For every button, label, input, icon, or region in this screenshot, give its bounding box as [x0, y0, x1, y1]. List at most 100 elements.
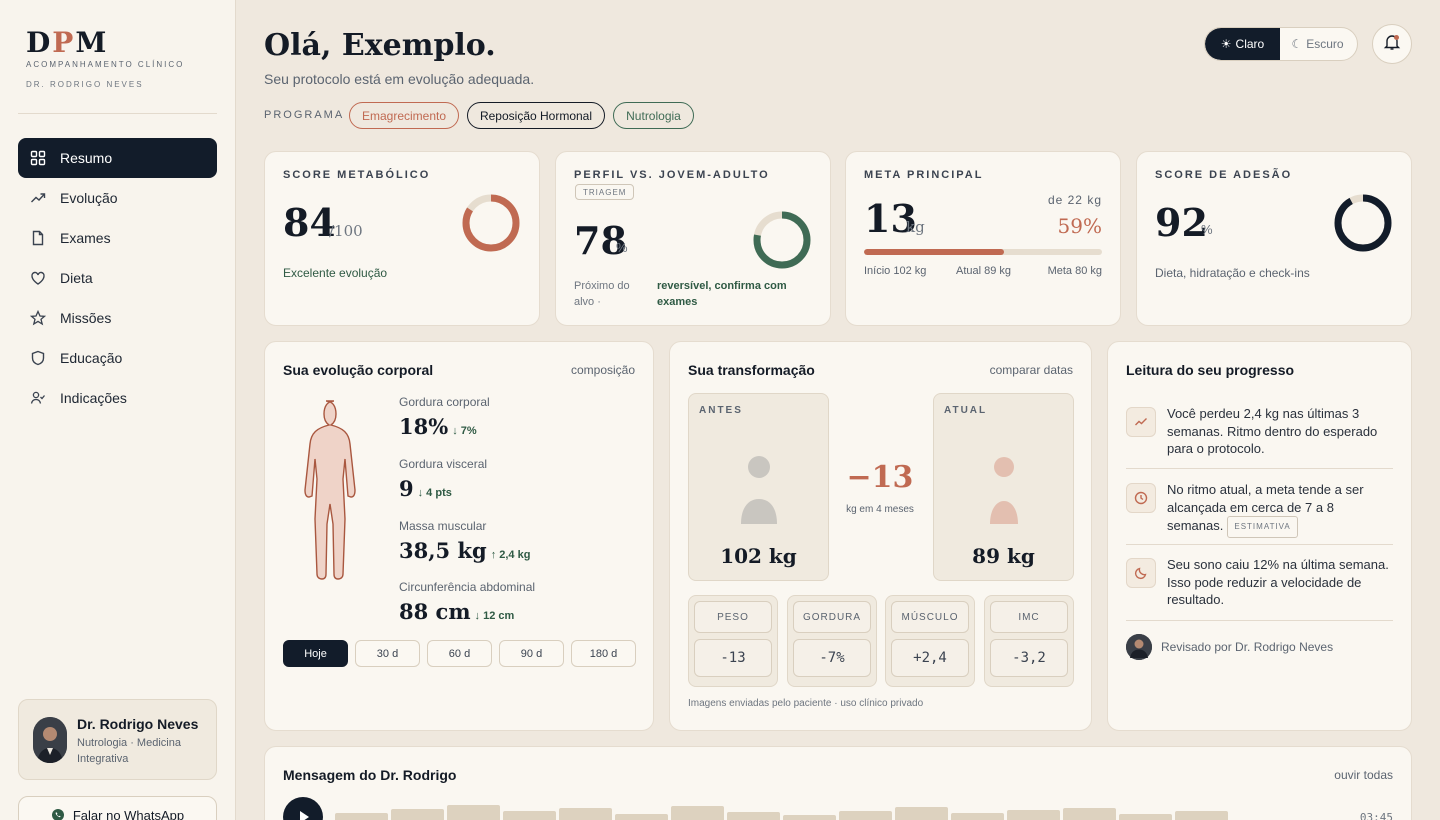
program-chip-nutrologia[interactable]: Nutrologia	[613, 102, 694, 129]
current-weight: 89 kg	[972, 544, 1035, 568]
range-90d-button[interactable]: 90 d	[499, 640, 564, 667]
card-title: META PRINCIPAL	[864, 169, 984, 181]
divider	[1126, 468, 1393, 469]
metabolic-score-card[interactable]: SCORE METABÓLICO 84 /100 Excelente evolu…	[264, 151, 540, 326]
triagem-badge: TRIAGEM	[575, 184, 635, 200]
metric-label-muscle-mass: Massa muscular	[399, 519, 487, 533]
doctor-name: Dr. Rodrigo Neves	[77, 716, 199, 732]
range-180d-button[interactable]: 180 d	[571, 640, 636, 667]
waveform-bar	[839, 811, 892, 820]
sidebar-item-label: Missões	[60, 310, 112, 326]
waveform-bar	[559, 808, 612, 820]
sidebar-item-label: Educação	[60, 350, 123, 366]
whatsapp-button[interactable]: Falar no WhatsApp	[18, 796, 217, 820]
star-icon	[30, 310, 46, 326]
metric-value: 38,5 kg	[399, 538, 487, 563]
goal-start: Início 102 kg	[864, 265, 927, 277]
whatsapp-label: Falar no WhatsApp	[72, 808, 185, 820]
metric-label-abdominal: Circunferência abdominal	[399, 580, 536, 594]
theme-dark-button[interactable]: ☾ Escuro	[1280, 28, 1355, 60]
privacy-note: Imagens enviadas pelo paciente · uso clí…	[688, 698, 924, 709]
play-icon	[300, 811, 309, 820]
profile-card[interactable]: PERFIL VS. JOVEM-ADULTO TRIAGEM 78 % Pró…	[555, 151, 831, 326]
metric-abdominal: 88 cm ↓ 12 cm	[399, 599, 514, 624]
ring-fill	[1334, 194, 1392, 252]
doctor-specialty: Nutrologia · Medicina Integrativa	[77, 737, 181, 765]
compare-header: IMC	[990, 601, 1068, 633]
metabolic-score-value: 84	[283, 200, 336, 245]
sidebar-item-exames[interactable]: Exames	[18, 218, 217, 258]
metabolic-score-ring	[462, 194, 520, 252]
notification-dot	[1394, 35, 1399, 40]
adherence-value: 92	[1155, 200, 1208, 245]
doctor-card[interactable]: Dr. Rodrigo Neves Nutrologia · Medicina …	[18, 699, 217, 780]
waveform-bar	[1063, 808, 1116, 820]
insight-item: Seu sono caiu 12% na última semana. Isso…	[1126, 556, 1393, 616]
profile-note-b: reversível, confirma com exames	[657, 280, 787, 308]
range-30d-button[interactable]: 30 d	[355, 640, 420, 667]
doctor-message-card: Mensagem do Dr. Rodrigo ouvir todas 03:4…	[264, 746, 1412, 820]
listen-all-link[interactable]: ouvir todas	[1334, 768, 1393, 782]
person-placeholder-icon	[741, 456, 777, 524]
insight-text: Seu sono caiu 12% na última semana. Isso…	[1167, 557, 1389, 607]
moon-icon: ☾	[1291, 37, 1303, 51]
current-photo[interactable]: ATUAL 89 kg	[933, 393, 1074, 581]
waveform-bar	[1007, 810, 1060, 820]
sidebar-item-missoes[interactable]: Missões	[18, 298, 217, 338]
composition-link[interactable]: composição	[570, 363, 635, 377]
trend-icon	[1126, 407, 1156, 437]
range-today-button[interactable]: Hoje	[283, 640, 348, 667]
waveform-bar	[727, 812, 780, 820]
audio-waveform[interactable]	[335, 802, 1228, 820]
grid-icon	[30, 150, 46, 166]
profile-note-a: Próximo do alvo ·	[574, 280, 630, 308]
sidebar-item-label: Evolução	[60, 190, 118, 206]
compare-header: PESO	[694, 601, 772, 633]
insight-text: Você perdeu 2,4 kg nas últimas 3 semanas…	[1167, 406, 1378, 456]
play-button[interactable]	[283, 797, 323, 820]
waveform-bar	[391, 809, 444, 820]
sun-icon: ☀	[1220, 37, 1232, 51]
profile-value: 78	[574, 218, 627, 263]
before-photo[interactable]: ANTES 102 kg	[688, 393, 829, 581]
metric-muscle-mass: 38,5 kg ↑ 2,4 kg	[399, 538, 530, 563]
sidebar-item-resumo[interactable]: Resumo	[18, 138, 217, 178]
page-title: Olá, Exemplo.	[264, 28, 496, 63]
compare-muscle: MÚSCULO +2,4	[885, 595, 975, 687]
program-chip-emagrecimento[interactable]: Emagrecimento	[349, 102, 459, 129]
sidebar-item-label: Exames	[60, 230, 111, 246]
insight-text-with-tag: No ritmo atual, a meta tende a ser alcan…	[1167, 481, 1393, 538]
sidebar-item-indicacoes[interactable]: Indicações	[18, 378, 217, 418]
goal-value: 13	[864, 196, 917, 241]
current-label: ATUAL	[944, 405, 988, 416]
main-goal-card[interactable]: META PRINCIPAL 13 kg de 22 kg 59% Início…	[845, 151, 1121, 326]
weight-difference: −13	[846, 460, 914, 495]
profile-suffix: %	[616, 240, 628, 255]
goal-progress-fill	[864, 249, 1005, 255]
waveform-bar	[783, 815, 836, 820]
section-title: Leitura do seu progresso	[1126, 362, 1295, 378]
compare-dates-link[interactable]: comparar datas	[989, 363, 1073, 377]
logo[interactable]: DPM	[26, 26, 109, 59]
metric-label-body-fat: Gordura corporal	[399, 395, 490, 409]
metric-visceral-fat: 9 ↓ 4 pts	[399, 476, 452, 501]
before-label: ANTES	[699, 405, 743, 416]
goal-total: de 22 kg	[1047, 193, 1102, 207]
person-placeholder-icon	[990, 457, 1018, 524]
divider	[1126, 544, 1393, 545]
sidebar-item-evolucao[interactable]: Evolução	[18, 178, 217, 218]
metric-delta: ↑ 2,4 kg	[490, 549, 531, 561]
program-chip-reposicao-hormonal[interactable]: Reposição Hormonal	[467, 102, 605, 129]
metric-body-fat: 18% ↓ 7%	[399, 414, 477, 439]
theme-light-button[interactable]: ☀ Claro	[1205, 28, 1280, 60]
estimate-badge: ESTIMATIVA	[1227, 516, 1298, 538]
adherence-card[interactable]: SCORE DE ADESÃO 92 % Dieta, hidratação e…	[1136, 151, 1412, 326]
compare-value: -13	[694, 639, 772, 677]
waveform-bar	[1175, 811, 1228, 820]
metabolic-score-suffix: /100	[329, 222, 363, 240]
compare-value: -7%	[793, 639, 871, 677]
sidebar-item-dieta[interactable]: Dieta	[18, 258, 217, 298]
notifications-button[interactable]	[1372, 24, 1412, 64]
range-60d-button[interactable]: 60 d	[427, 640, 492, 667]
sidebar-item-educacao[interactable]: Educação	[18, 338, 217, 378]
